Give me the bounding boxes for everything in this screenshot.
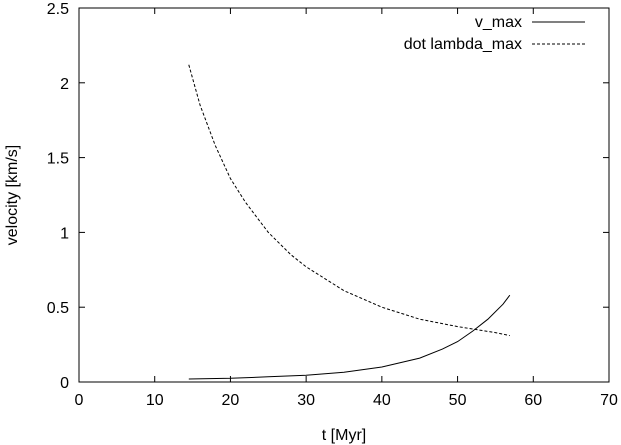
y-tick-label: 1 xyxy=(60,225,69,242)
x-tick-label: 0 xyxy=(75,392,84,409)
y-axis-label: velocity [km/s] xyxy=(4,145,21,245)
x-tick-label: 20 xyxy=(222,392,240,409)
y-tick-label: 2 xyxy=(60,76,69,93)
axis-tick-labels: 0 10 20 30 40 50 60 70 0 0.5 1 1.5 2 2.5 xyxy=(47,1,618,409)
y-tick-label: 2.5 xyxy=(47,1,69,18)
x-axis-label: t [Myr] xyxy=(322,427,366,444)
legend-label-0: v_max xyxy=(475,14,522,31)
plot-frame xyxy=(78,7,610,383)
x-tick-label: 50 xyxy=(449,392,467,409)
x-tick-label: 10 xyxy=(146,392,164,409)
y-tick-label: 0.5 xyxy=(47,300,69,317)
x-tick-label: 60 xyxy=(524,392,542,409)
x-tick-label: 40 xyxy=(373,392,391,409)
legend-label-1: dot lambda_max xyxy=(404,36,522,53)
x-tick-label: 30 xyxy=(297,392,315,409)
y-tick-label: 1.5 xyxy=(47,151,69,168)
series-line-0 xyxy=(188,294,511,380)
axis-ticks xyxy=(78,7,610,383)
x-tick-label: 70 xyxy=(600,392,618,409)
series-line-1 xyxy=(188,64,510,337)
series-lines xyxy=(188,64,511,380)
y-tick-label: 0 xyxy=(60,375,69,392)
